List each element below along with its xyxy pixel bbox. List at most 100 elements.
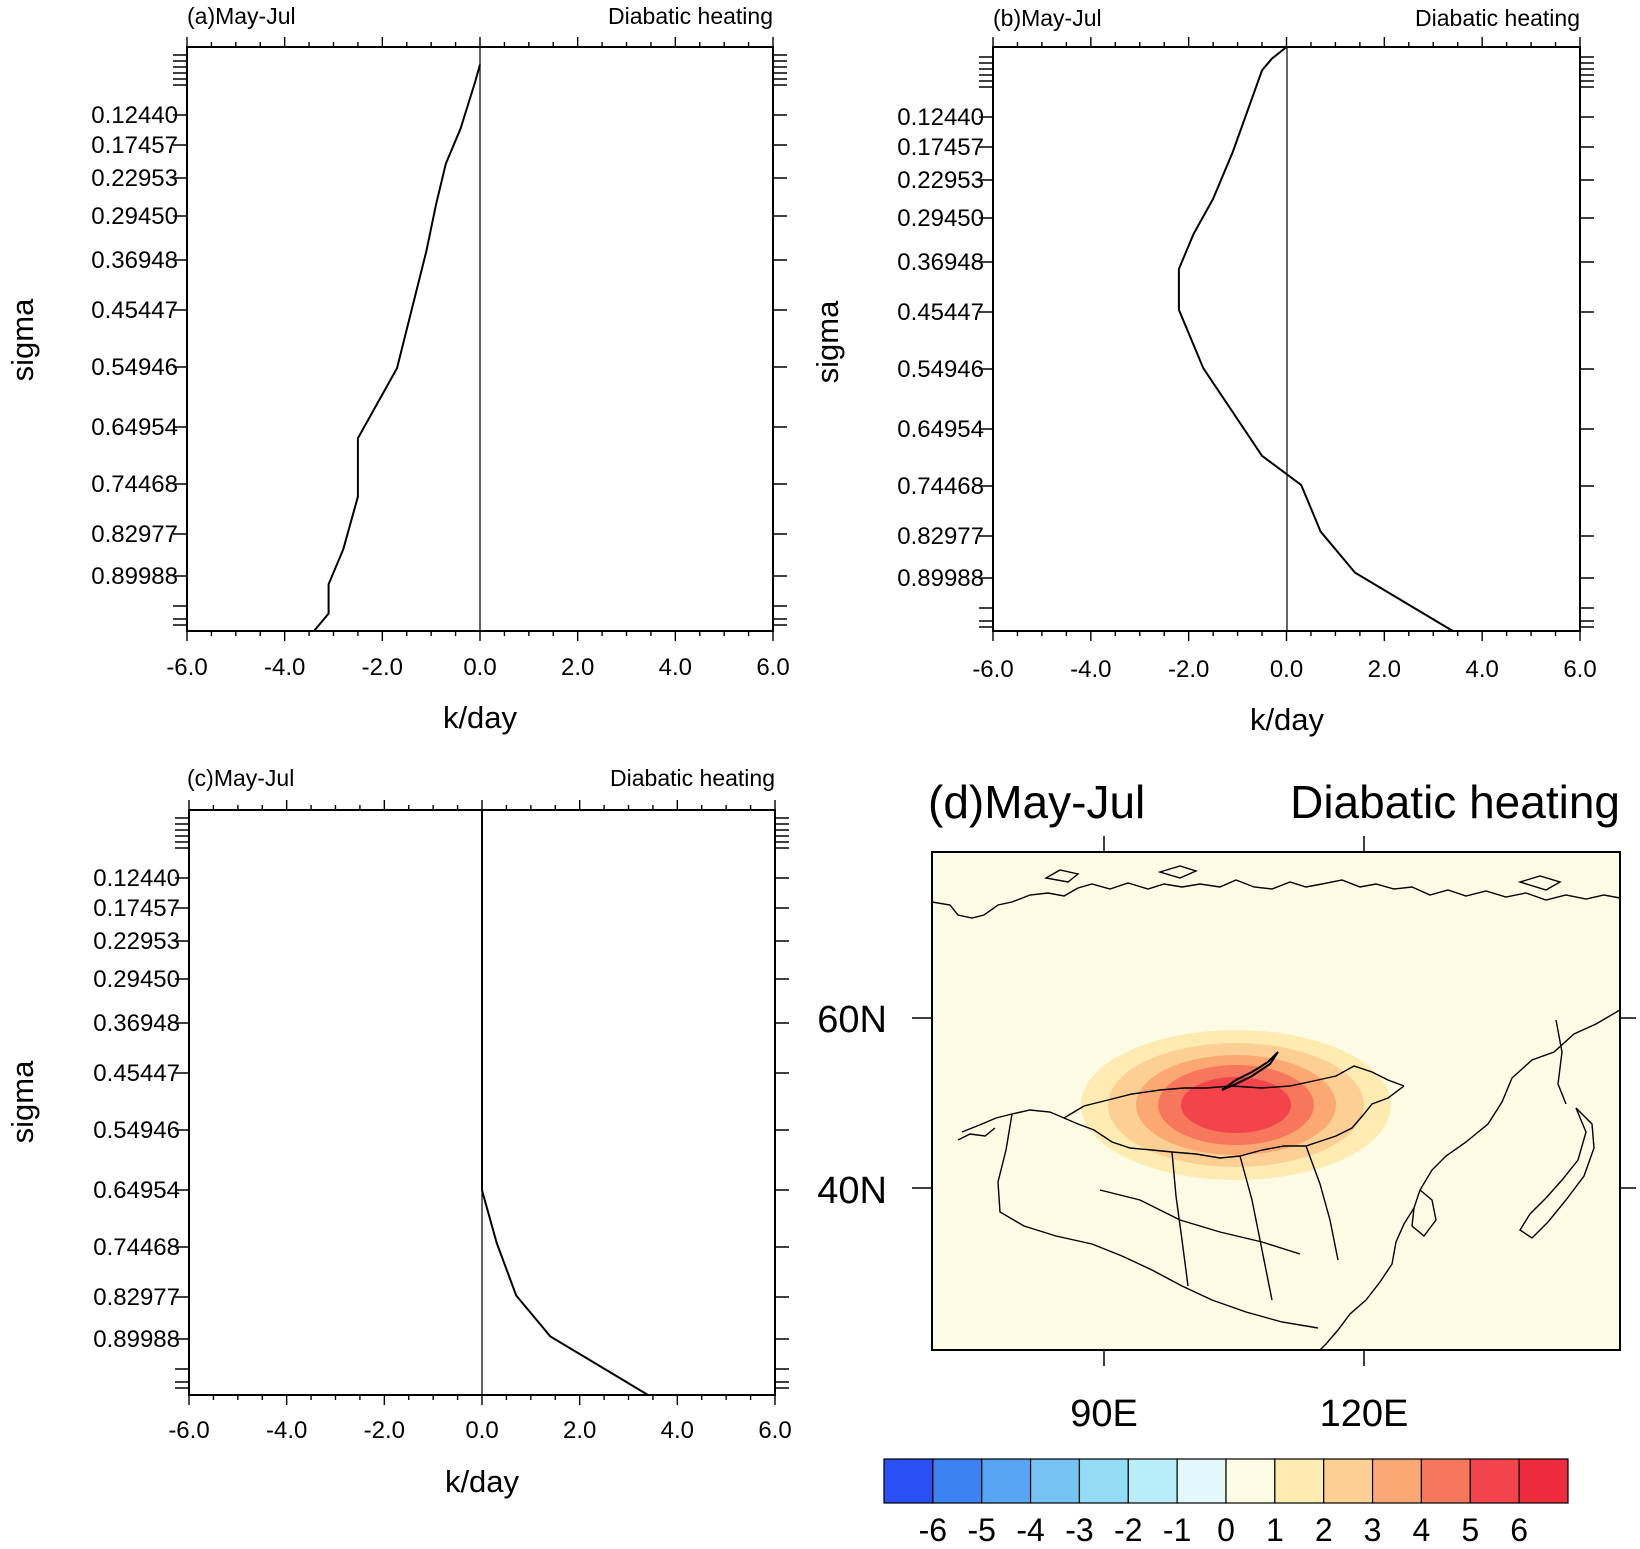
colorbar-swatch xyxy=(1469,1458,1520,1504)
panel-b-profile-chart: (b)May-Jul Diabatic heating 0.12440 0.174… xyxy=(810,5,1597,737)
x-tick-label: -6.0 xyxy=(166,654,207,681)
colorbar-label: 2 xyxy=(1315,1512,1333,1544)
panel-a-series-line xyxy=(313,64,481,632)
colorbar-swatch xyxy=(1029,1458,1081,1504)
y-tick-label: 0.74468 xyxy=(91,471,178,498)
x-tick-label: 2.0 xyxy=(563,1417,596,1444)
japan xyxy=(1519,1107,1595,1239)
y-tick-label: 0.45447 xyxy=(897,299,984,326)
colorbar-label: -5 xyxy=(967,1512,995,1544)
x-tick-label: -6.0 xyxy=(168,1417,209,1444)
y-tick-label: 0.64954 xyxy=(93,1177,180,1204)
sakhalin xyxy=(1555,1019,1567,1105)
panel-c-x-ticks: -6.0 -4.0 -2.0 0.0 2.0 4.0 6.0 xyxy=(168,800,792,1444)
lon-label-120e: 120E xyxy=(1320,1393,1409,1435)
y-tick-label: 0.22953 xyxy=(897,167,984,194)
colorbar-swatch xyxy=(1274,1458,1325,1504)
panel-c-y-ticks: 0.12440 0.17457 0.22953 0.29450 0.36948 0.454… xyxy=(93,817,789,1389)
y-tick-label: 0.54946 xyxy=(93,1117,180,1144)
contour-level-5 xyxy=(1181,1077,1291,1133)
x-tick-label: -2.0 xyxy=(364,1417,405,1444)
y-tick-label: 0.36948 xyxy=(91,247,178,274)
colorbar-swatch xyxy=(1518,1458,1569,1504)
korea xyxy=(1411,1189,1437,1238)
island-1 xyxy=(1043,869,1080,883)
panel-a-title-right: Diabatic heating xyxy=(608,3,773,29)
colorbar-label: 1 xyxy=(1266,1512,1284,1544)
x-tick-label: 0.0 xyxy=(463,654,496,681)
colorbar-swatch xyxy=(1127,1458,1178,1504)
mongolia-north-border xyxy=(1063,1065,1405,1119)
panel-b-y-ticks: 0.12440 0.17457 0.22953 0.29450 0.36948 0.454… xyxy=(897,56,1594,628)
colorbar-label: -2 xyxy=(1114,1512,1142,1544)
panel-b-ylabel: sigma xyxy=(810,300,845,383)
map-frame xyxy=(931,851,1621,1351)
y-tick-label: 0.89988 xyxy=(93,1326,180,1353)
x-tick-label: 0.0 xyxy=(1270,656,1303,683)
panel-a-ylabel: sigma xyxy=(5,298,40,381)
lon-label-90e: 90E xyxy=(1070,1393,1138,1435)
y-tick-label: 0.54946 xyxy=(91,354,178,381)
panel-b-title-right: Diabatic heating xyxy=(1415,5,1580,31)
panel-c-xlabel: k/day xyxy=(445,1464,520,1499)
colorbar-label: 6 xyxy=(1510,1512,1528,1544)
colorbar-label: -3 xyxy=(1065,1512,1093,1544)
y-tick-label: 0.45447 xyxy=(93,1060,180,1087)
panel-d-label: (d)May-Jul xyxy=(928,776,1145,828)
x-tick-label: -2.0 xyxy=(1168,656,1209,683)
colorbar-swatch xyxy=(1078,1458,1129,1504)
y-tick-label: 0.89988 xyxy=(91,563,178,590)
colorbar-label: 3 xyxy=(1364,1512,1382,1544)
colorbar-swatch xyxy=(981,1458,1032,1504)
lat-label-60n: 60N xyxy=(817,999,887,1041)
caspian-area-coast xyxy=(957,1127,996,1141)
x-tick-label: -6.0 xyxy=(972,656,1013,683)
panel-a-label: (a)May-Jul xyxy=(187,3,296,29)
y-tick-label: 0.29450 xyxy=(91,203,178,230)
x-tick-label: 4.0 xyxy=(659,654,692,681)
y-tick-label: 0.12440 xyxy=(897,104,984,131)
y-tick-label: 0.22953 xyxy=(91,165,178,192)
panel-a-y-ticks: 0.12440 0.17457 0.22953 0.29450 0.36948 0.454… xyxy=(91,54,787,626)
arctic-coastline xyxy=(932,879,1620,919)
panel-d-title-right: Diabatic heating xyxy=(1290,776,1620,828)
y-tick-label: 0.36948 xyxy=(93,1010,180,1037)
lake-baikal xyxy=(1221,1051,1279,1091)
x-tick-label: 6.0 xyxy=(758,1417,791,1444)
y-tick-label: 0.12440 xyxy=(93,865,180,892)
china-mongolia-outline xyxy=(961,1085,1405,1159)
y-tick-label: 0.74468 xyxy=(897,473,984,500)
panel-d-map: (d)May-Jul Diabatic heating xyxy=(817,776,1636,1548)
panel-a-xlabel: k/day xyxy=(443,700,518,735)
panel-c-profile-chart: (c)May-Jul Diabatic heating 0.12440 0.174… xyxy=(5,765,792,1499)
y-tick-label: 0.74468 xyxy=(93,1234,180,1261)
island-2 xyxy=(1157,865,1198,879)
y-tick-label: 0.29450 xyxy=(897,205,984,232)
y-tick-label: 0.45447 xyxy=(91,297,178,324)
x-tick-label: 4.0 xyxy=(661,1417,694,1444)
x-tick-label: 4.0 xyxy=(1465,656,1498,683)
x-tick-label: -4.0 xyxy=(1070,656,1111,683)
colorbar-swatch xyxy=(1420,1458,1471,1504)
panel-b-label: (b)May-Jul xyxy=(993,5,1102,31)
colorbar-label: -1 xyxy=(1163,1512,1191,1544)
panel-b-series-line xyxy=(1177,46,1454,632)
y-tick-label: 0.17457 xyxy=(93,895,180,922)
x-tick-label: 6.0 xyxy=(756,654,789,681)
x-tick-label: -4.0 xyxy=(266,1417,307,1444)
x-tick-label: 2.0 xyxy=(561,654,594,681)
panel-b-x-ticks: -6.0 -4.0 -2.0 0.0 2.0 4.0 6.0 xyxy=(972,37,1597,683)
y-tick-label: 0.22953 xyxy=(93,928,180,955)
island-3 xyxy=(1517,875,1562,891)
y-tick-label: 0.17457 xyxy=(91,132,178,159)
lat-label-40n: 40N xyxy=(817,1170,887,1212)
colorbar-swatch xyxy=(1176,1458,1227,1504)
colorbar-swatch xyxy=(883,1458,934,1504)
panel-c-ylabel: sigma xyxy=(5,1060,40,1143)
panel-b-xlabel: k/day xyxy=(1250,702,1325,737)
x-tick-label: 0.0 xyxy=(465,1417,498,1444)
heating-anomaly-contours xyxy=(1081,1030,1391,1180)
x-tick-label: 2.0 xyxy=(1368,656,1401,683)
y-tick-label: 0.64954 xyxy=(897,416,984,443)
y-tick-label: 0.89988 xyxy=(897,565,984,592)
